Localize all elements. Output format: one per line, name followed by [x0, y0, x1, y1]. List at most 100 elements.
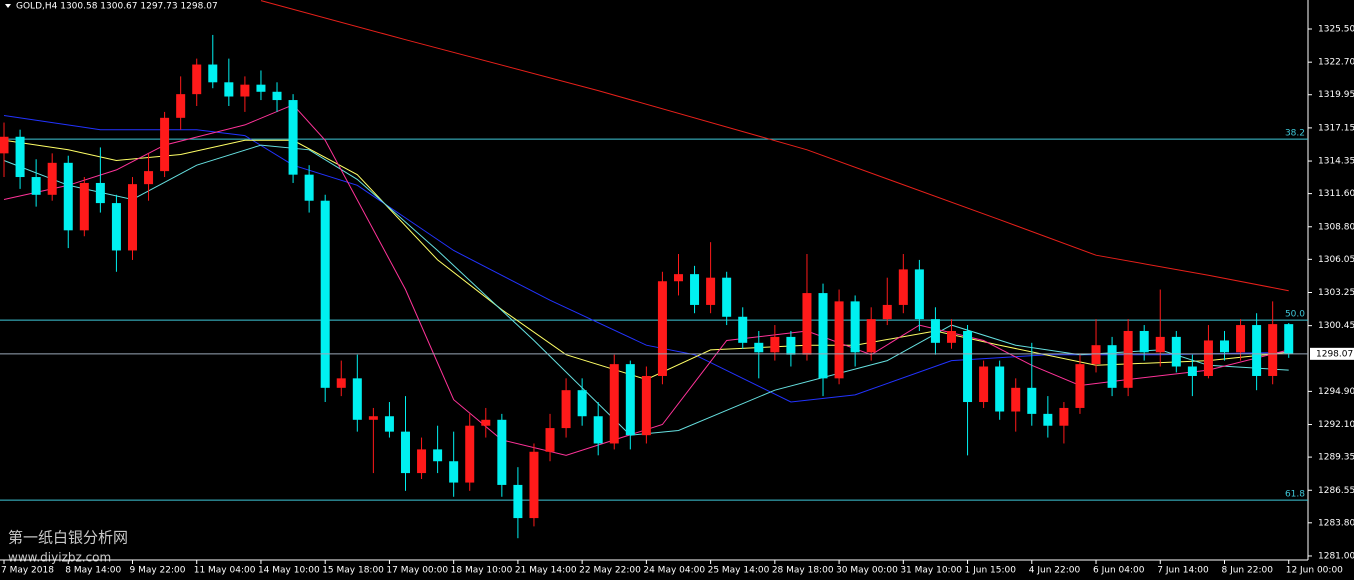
- y-tick-label: 1289.35: [1318, 453, 1354, 463]
- candle-body: [963, 330, 973, 403]
- last-price-box: [1310, 347, 1354, 360]
- candle-body: [1187, 366, 1197, 376]
- y-tick-label: 1319.95: [1318, 90, 1354, 100]
- candle-body: [930, 319, 940, 343]
- candle-body: [1252, 325, 1262, 376]
- candle-body: [449, 461, 459, 483]
- candle-body: [979, 366, 989, 403]
- candle-body: [63, 162, 73, 231]
- x-tick-label: 25 May 14:00: [708, 566, 770, 576]
- y-tick-label: 1281.00: [1318, 551, 1354, 561]
- ma-line: [3, 115, 1289, 403]
- x-tick-label: 7 May 2018: [1, 566, 54, 576]
- fibo-label: 50.0: [1285, 310, 1305, 320]
- candle-body: [31, 177, 41, 195]
- candle-body: [256, 84, 266, 92]
- candle-body: [513, 484, 523, 519]
- candle-body: [641, 375, 651, 436]
- candle-body: [657, 281, 667, 376]
- x-tick-label: 8 Jun 22:00: [1221, 566, 1273, 576]
- candle-body: [609, 364, 619, 444]
- menu-arrow: [5, 4, 11, 8]
- candle-body: [336, 378, 346, 388]
- candle-body: [352, 378, 362, 420]
- candle-body: [882, 304, 892, 320]
- x-tick-label: 31 May 10:00: [900, 566, 962, 576]
- candle-body: [0, 136, 9, 154]
- x-tick-label: 9 May 22:00: [129, 566, 185, 576]
- x-tick-label: 17 May 00:00: [386, 566, 448, 576]
- candle-body: [1107, 345, 1117, 388]
- candle-body: [160, 117, 170, 172]
- candle-body: [1043, 413, 1053, 426]
- watermark: 第一纸白银分析网: [8, 529, 128, 547]
- last-price-label: 1298.07: [1316, 349, 1353, 359]
- candle-body: [288, 100, 298, 175]
- candle-body: [577, 390, 587, 417]
- candle-body: [192, 64, 202, 95]
- candle-body: [850, 301, 860, 353]
- fibo-label: 61.8: [1285, 490, 1305, 500]
- candle-body: [1268, 324, 1278, 376]
- y-tick-label: 1308.80: [1318, 222, 1354, 232]
- candle-body: [1059, 407, 1069, 426]
- x-tick-label: 8 May 14:00: [65, 566, 121, 576]
- y-tick-label: 1325.50: [1318, 25, 1354, 35]
- candle-body: [754, 342, 764, 353]
- candle-body: [786, 336, 796, 355]
- x-tick-label: 21 May 14:00: [515, 566, 577, 576]
- y-tick-label: 1314.35: [1318, 157, 1354, 167]
- y-tick-label: 1322.70: [1318, 58, 1354, 68]
- candle-body: [368, 416, 378, 420]
- candle-body: [1075, 364, 1085, 408]
- candle-body: [208, 64, 218, 83]
- candle-body: [127, 184, 137, 251]
- x-tick-label: 11 May 04:00: [194, 566, 256, 576]
- x-tick-label: 4 Jun 22:00: [1029, 566, 1081, 576]
- candle-body: [240, 84, 250, 97]
- candle-body: [545, 428, 555, 452]
- candle-body: [561, 390, 571, 429]
- candle-body: [1139, 330, 1149, 353]
- candle-body: [690, 274, 700, 305]
- candle-body: [738, 316, 748, 343]
- candle-body: [1155, 336, 1165, 353]
- candle-body: [1011, 387, 1021, 412]
- candle-body: [417, 449, 427, 474]
- y-tick-label: 1286.55: [1318, 486, 1354, 496]
- candle-body: [706, 277, 716, 305]
- candle-body: [770, 336, 780, 353]
- candle-body: [1091, 345, 1101, 365]
- candle-body: [625, 364, 635, 436]
- chart-title: GOLD,H4 1300.58 1300.67 1297.73 1298.07: [16, 2, 218, 12]
- candle-body: [320, 200, 330, 388]
- candle-body: [95, 182, 105, 204]
- candle-body: [818, 293, 828, 379]
- candle-body: [433, 449, 443, 462]
- candle-body: [272, 91, 282, 101]
- candle-body: [224, 82, 234, 97]
- candle-body: [673, 274, 683, 282]
- candle-body: [1171, 336, 1181, 367]
- x-tick-label: 18 May 10:00: [451, 566, 513, 576]
- x-tick-label: 15 May 18:00: [322, 566, 384, 576]
- candle-body: [1123, 330, 1133, 388]
- x-tick-label: 14 May 10:00: [258, 566, 320, 576]
- candle-body: [304, 174, 314, 201]
- x-tick-label: 30 May 00:00: [836, 566, 898, 576]
- candle-body: [176, 94, 186, 118]
- ma-line: [3, 139, 1289, 381]
- x-tick-label: 7 Jun 14:00: [1157, 566, 1209, 576]
- y-tick-label: 1306.05: [1318, 255, 1354, 265]
- candle-body: [1203, 340, 1213, 376]
- candle-body: [111, 203, 121, 251]
- y-tick-label: 1292.10: [1318, 420, 1354, 430]
- candle-body: [465, 425, 475, 483]
- candle-body: [481, 419, 491, 426]
- watermark-url: www.diyizbz.com: [8, 551, 111, 565]
- candle-body: [1027, 387, 1037, 414]
- fibo-label: 38.2: [1285, 129, 1305, 139]
- y-tick-label: 1300.45: [1318, 321, 1354, 331]
